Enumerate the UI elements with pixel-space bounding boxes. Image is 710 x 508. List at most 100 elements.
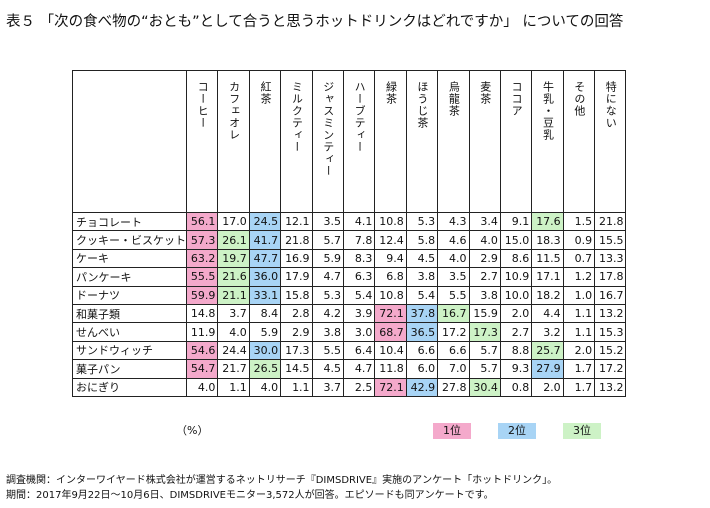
column-header: ジャスミンティー <box>311 70 344 213</box>
row-label: サンドウィッチ <box>72 340 187 361</box>
header-row: コーヒー カフェオレ 紅茶 ミルクティー ジャスミンティー ハーブティー 緑茶 ほうじ茶 烏龍茶… <box>72 70 627 213</box>
value-cell: 4.3 <box>437 211 470 232</box>
value-cell: 10.4 <box>374 340 407 361</box>
column-header-label: ほうじ茶 <box>415 81 429 129</box>
value-cell: 9.1 <box>499 211 533 232</box>
column-header: その他 <box>562 70 596 213</box>
value-cell: 54.7 <box>185 359 219 379</box>
value-cell: 36.5 <box>405 322 439 342</box>
value-cell: 15.8 <box>280 285 313 305</box>
value-cell: 15.5 <box>594 230 627 250</box>
unit-label: （%） <box>176 424 209 437</box>
value-cell: 4.7 <box>342 359 376 379</box>
value-cell: 3.9 <box>342 303 376 324</box>
value-cell: 11.9 <box>185 322 219 342</box>
value-cell: 17.3 <box>468 322 501 342</box>
value-cell: 2.0 <box>531 377 564 397</box>
value-cell: 1.2 <box>562 267 596 287</box>
value-cell: 21.6 <box>217 267 250 287</box>
value-cell: 3.8 <box>468 285 501 305</box>
value-cell: 26.1 <box>217 230 250 250</box>
value-cell: 14.8 <box>185 303 219 324</box>
value-cell: 8.3 <box>342 248 376 269</box>
column-header-label: ココア <box>510 81 524 117</box>
value-cell: 6.3 <box>342 267 376 287</box>
value-cell: 59.9 <box>185 285 219 305</box>
value-cell: 17.9 <box>280 267 313 287</box>
value-cell: 4.0 <box>468 230 501 250</box>
column-header-label: カフェオレ <box>227 81 241 141</box>
column-header: 紅茶 <box>248 70 282 213</box>
table-row: ケーキ 63.2 19.7 47.7 16.9 5.9 8.3 9.4 4.5 4.0 2.9 8.6… <box>72 248 627 269</box>
column-header-label: 特にない <box>604 81 618 129</box>
value-cell: 21.8 <box>594 211 627 232</box>
column-header: 牛乳・豆乳 <box>531 70 564 213</box>
row-label: 菓子パン <box>72 359 187 379</box>
legend-second-place: 2位 <box>498 423 536 439</box>
value-cell: 6.8 <box>374 267 407 287</box>
row-label: パンケーキ <box>72 267 187 287</box>
value-cell: 17.8 <box>594 267 627 287</box>
column-header: 緑茶 <box>374 70 407 213</box>
value-cell: 26.5 <box>248 359 282 379</box>
value-cell: 18.2 <box>531 285 564 305</box>
value-cell: 2.9 <box>468 248 501 269</box>
value-cell: 5.4 <box>342 285 376 305</box>
value-cell: 1.1 <box>562 303 596 324</box>
value-cell: 5.3 <box>405 211 439 232</box>
value-cell: 5.7 <box>311 230 344 250</box>
value-cell: 17.6 <box>531 211 564 232</box>
table-body: チョコレート 56.1 17.0 24.5 12.1 3.5 4.1 10.8 5.3 4.3 3.… <box>72 211 627 397</box>
column-header-label: 牛乳・豆乳 <box>541 81 555 141</box>
value-cell: 68.7 <box>374 322 407 342</box>
column-header-label: 緑茶 <box>384 81 398 105</box>
row-label: クッキー・ビスケット <box>72 230 187 250</box>
column-header: カフェオレ <box>217 70 250 213</box>
value-cell: 12.1 <box>280 211 313 232</box>
value-cell: 16.7 <box>437 303 470 324</box>
table-row: せんべい 11.9 4.0 5.9 2.9 3.8 3.0 68.7 36.5 17.2 17.3 2… <box>72 322 627 342</box>
value-cell: 7.8 <box>342 230 376 250</box>
value-cell: 27.9 <box>531 359 564 379</box>
value-cell: 2.0 <box>562 340 596 361</box>
table-row: パンケーキ 55.5 21.6 36.0 17.9 4.7 6.3 6.8 3.8 3.5 2.7 1… <box>72 267 627 287</box>
value-cell: 1.7 <box>562 377 596 397</box>
value-cell: 47.7 <box>248 248 282 269</box>
value-cell: 1.0 <box>562 285 596 305</box>
value-cell: 10.8 <box>374 285 407 305</box>
value-cell: 42.9 <box>405 377 439 397</box>
table-row: 和菓子類 14.8 3.7 8.4 2.8 4.2 3.9 72.1 37.8 16.7 15.9 2… <box>72 303 627 324</box>
value-cell: 0.9 <box>562 230 596 250</box>
value-cell: 1.5 <box>562 211 596 232</box>
value-cell: 5.7 <box>468 359 501 379</box>
column-header: 特にない <box>594 70 627 213</box>
value-cell: 6.4 <box>342 340 376 361</box>
value-cell: 2.0 <box>499 303 533 324</box>
value-cell: 4.1 <box>342 211 376 232</box>
value-cell: 15.0 <box>499 230 533 250</box>
value-cell: 8.8 <box>499 340 533 361</box>
value-cell: 21.8 <box>280 230 313 250</box>
table-row: ドーナツ 59.9 21.1 33.1 15.8 5.3 5.4 10.8 5.4 5.5 3.8 1… <box>72 285 627 305</box>
value-cell: 1.1 <box>217 377 250 397</box>
column-header: コーヒー <box>185 70 219 213</box>
value-cell: 25.7 <box>531 340 564 361</box>
value-cell: 3.8 <box>311 322 344 342</box>
value-cell: 15.3 <box>594 322 627 342</box>
value-cell: 15.2 <box>594 340 627 361</box>
page-title: 表５ 「次の食べ物の“おとも”として合うと思うホットドリンクはどれですか」 につ… <box>6 14 624 30</box>
column-header-label: ミルクティー <box>290 81 304 153</box>
value-cell: 5.3 <box>311 285 344 305</box>
value-cell: 2.8 <box>280 303 313 324</box>
value-cell: 6.6 <box>405 340 439 361</box>
value-cell: 8.6 <box>499 248 533 269</box>
value-cell: 4.0 <box>437 248 470 269</box>
value-cell: 13.2 <box>594 303 627 324</box>
value-cell: 16.9 <box>280 248 313 269</box>
value-cell: 3.2 <box>531 322 564 342</box>
value-cell: 7.0 <box>437 359 470 379</box>
value-cell: 10.9 <box>499 267 533 287</box>
value-cell: 5.8 <box>405 230 439 250</box>
value-cell: 4.6 <box>437 230 470 250</box>
row-label: せんべい <box>72 322 187 342</box>
